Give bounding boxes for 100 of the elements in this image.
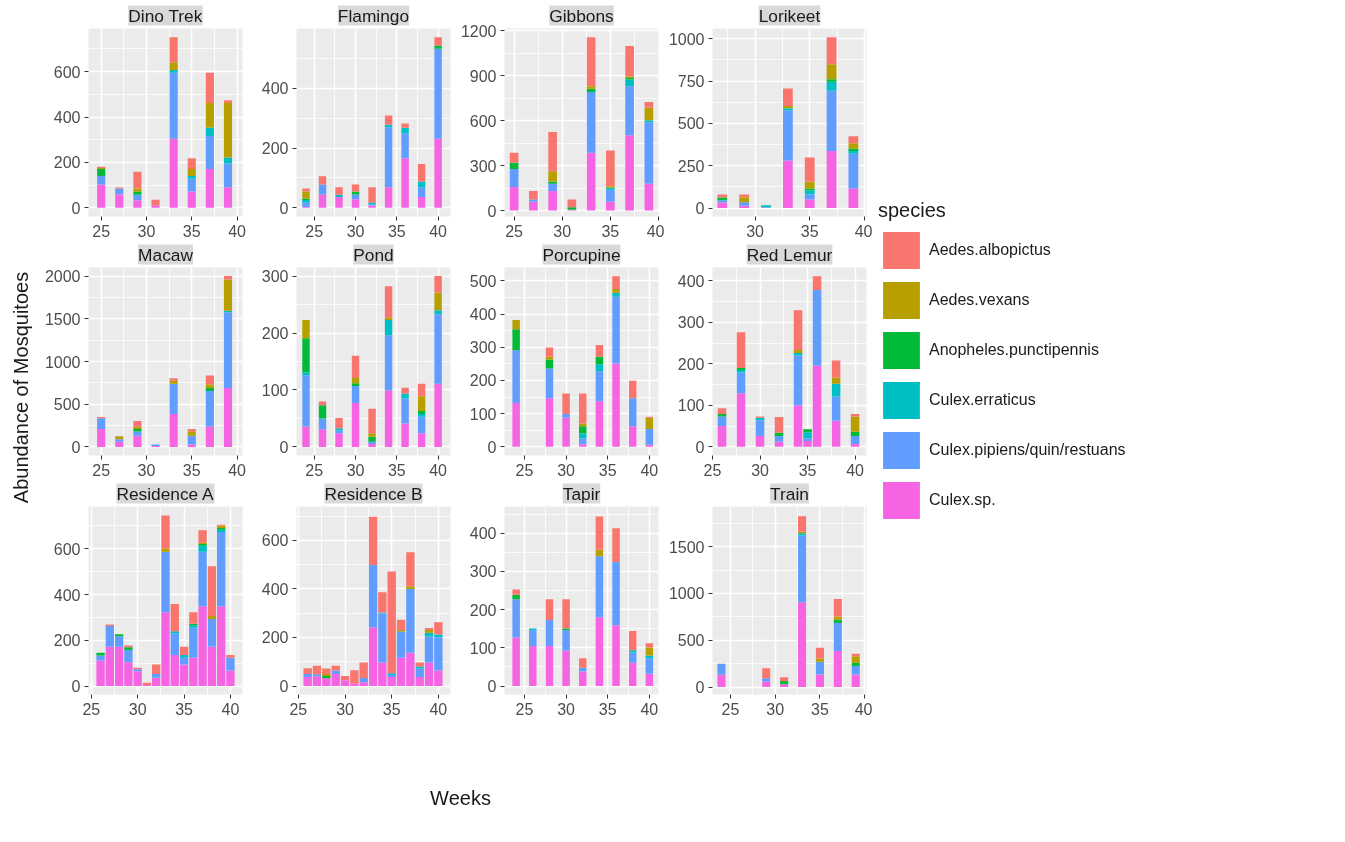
y-tick-label: 500 <box>677 115 705 133</box>
chart-title: Gibbons <box>549 5 615 26</box>
y-tick-label: 400 <box>469 525 497 543</box>
x-tick-label: 40 <box>228 461 247 479</box>
x-axis-title: Weeks <box>430 786 491 809</box>
y-tick-label: 300 <box>469 563 497 581</box>
x-tick-label: 35 <box>382 700 401 718</box>
y-tick-label: 200 <box>261 140 289 158</box>
y-tick-label: 400 <box>261 580 289 598</box>
legend-label: Aedes.albopictus <box>929 241 1051 259</box>
x-tick-label: 30 <box>557 461 576 479</box>
y-tick-label: 500 <box>469 272 497 290</box>
chart-title: Train <box>770 483 809 504</box>
chart-title: Residence A <box>116 483 215 504</box>
x-tick-label: 25 <box>305 222 324 240</box>
legend-label: Anopheles.punctipennis <box>929 341 1099 359</box>
y-tick-label: 0 <box>279 199 289 217</box>
x-tick-label: 30 <box>128 700 147 718</box>
y-tick-label: 200 <box>53 632 81 650</box>
chart-title: Red Lemur <box>746 244 833 265</box>
x-tick-label: 25 <box>505 222 524 240</box>
y-tick-label: 400 <box>261 80 289 98</box>
y-tick-label: 500 <box>677 632 705 650</box>
y-tick-label: 400 <box>53 109 81 127</box>
y-tick-label: 0 <box>71 678 81 696</box>
legend-label: Culex.erraticus <box>929 391 1036 409</box>
y-tick-label: 0 <box>71 438 81 456</box>
y-tick-label: 0 <box>695 679 705 697</box>
y-tick-label: 300 <box>469 339 497 357</box>
x-tick-label: 30 <box>346 461 365 479</box>
y-tick-label: 0 <box>487 202 497 220</box>
y-tick-label: 200 <box>469 372 497 390</box>
x-tick-label: 40 <box>228 222 247 240</box>
x-tick-label: 35 <box>598 461 617 479</box>
x-tick-label: 40 <box>429 700 448 718</box>
chart-title: Residence B <box>324 483 423 504</box>
x-tick-label: 30 <box>346 222 365 240</box>
x-tick-label: 35 <box>800 222 819 240</box>
x-tick-label: 30 <box>137 461 156 479</box>
x-tick-label: 30 <box>553 222 572 240</box>
y-tick-label: 500 <box>53 396 81 414</box>
x-tick-label: 25 <box>92 222 111 240</box>
x-tick-label: 35 <box>182 222 201 240</box>
y-tick-label: 0 <box>279 678 289 696</box>
x-tick-label: 25 <box>289 700 308 718</box>
chart-title: Dino Trek <box>128 5 203 26</box>
y-tick-label: 1200 <box>460 22 497 40</box>
x-tick-label: 25 <box>721 700 740 718</box>
y-tick-label: 400 <box>677 272 705 290</box>
chart-title: Lorikeet <box>758 5 821 26</box>
x-tick-label: 35 <box>175 700 194 718</box>
legend-label: Culex.pipiens/quin/restuans <box>929 441 1126 459</box>
chart-title: Macaw <box>138 244 194 265</box>
x-tick-label: 30 <box>557 700 576 718</box>
x-tick-label: 30 <box>137 222 156 240</box>
x-tick-label: 35 <box>601 222 620 240</box>
chart-title: Pond <box>353 244 394 265</box>
x-tick-label: 35 <box>811 700 829 718</box>
x-tick-label: 30 <box>746 222 765 240</box>
x-tick-label: 30 <box>336 700 355 718</box>
x-tick-label: 40 <box>640 461 659 479</box>
y-tick-label: 900 <box>469 67 497 85</box>
y-tick-label: 2000 <box>44 268 81 286</box>
y-tick-label: 200 <box>261 325 289 343</box>
x-tick-label: 35 <box>182 461 201 479</box>
x-tick-label: 40 <box>640 700 659 718</box>
x-tick-label: 25 <box>515 700 534 718</box>
x-tick-label: 40 <box>854 222 873 240</box>
x-tick-label: 40 <box>429 461 448 479</box>
x-tick-label: 30 <box>751 461 770 479</box>
y-tick-label: 600 <box>261 532 289 550</box>
y-tick-label: 200 <box>469 601 497 619</box>
y-tick-label: 600 <box>469 112 497 130</box>
chart-title: Tapir <box>562 483 601 504</box>
y-tick-label: 0 <box>487 438 497 456</box>
x-tick-label: 40 <box>846 461 865 479</box>
legend-label: Aedes.vexans <box>929 291 1030 309</box>
y-tick-label: 600 <box>53 540 81 558</box>
x-tick-label: 25 <box>515 461 534 479</box>
y-tick-label: 1000 <box>44 353 81 371</box>
x-tick-label: 35 <box>598 700 617 718</box>
y-tick-label: 600 <box>53 63 81 81</box>
legend-title: species <box>878 199 947 222</box>
x-tick-label: 25 <box>92 461 111 479</box>
y-tick-label: 0 <box>695 200 705 218</box>
x-tick-label: 25 <box>703 461 722 479</box>
y-tick-label: 300 <box>261 268 289 286</box>
y-tick-label: 100 <box>261 381 289 399</box>
chart-title: Porcupine <box>542 244 621 265</box>
x-tick-label: 40 <box>221 700 240 718</box>
y-tick-label: 1000 <box>668 585 705 603</box>
y-tick-label: 1500 <box>44 310 81 328</box>
y-tick-label: 250 <box>677 157 705 175</box>
x-tick-label: 25 <box>82 700 101 718</box>
y-tick-label: 300 <box>677 314 705 332</box>
y-tick-label: 100 <box>469 639 497 657</box>
y-tick-label: 200 <box>53 154 81 172</box>
y-axis-title: Abundance of Mosquitoes <box>9 271 32 504</box>
y-tick-label: 200 <box>677 355 705 373</box>
x-tick-label: 30 <box>766 700 785 718</box>
